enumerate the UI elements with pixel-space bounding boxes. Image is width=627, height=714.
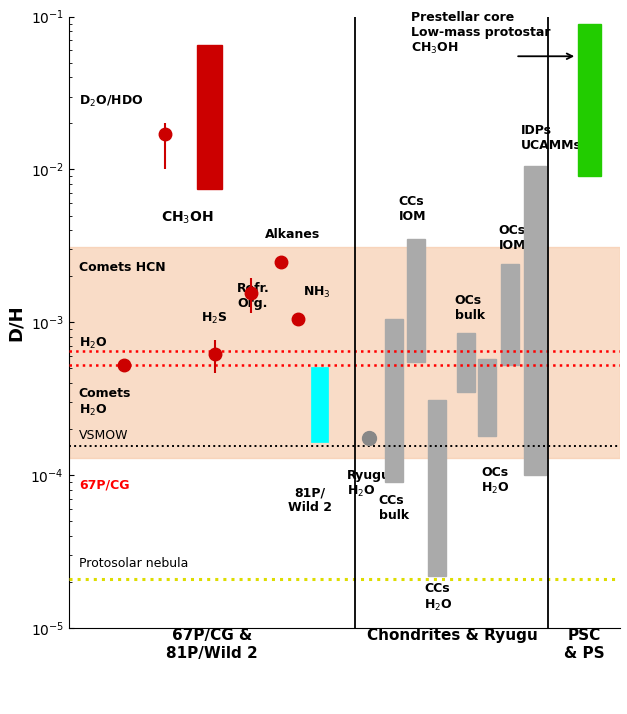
- Text: Alkanes: Alkanes: [265, 228, 320, 241]
- Bar: [524, 166, 545, 476]
- Text: OCs
bulk: OCs bulk: [455, 294, 485, 323]
- Bar: [407, 239, 425, 362]
- Text: CH$_3$OH: CH$_3$OH: [161, 209, 214, 226]
- Text: CCs
IOM: CCs IOM: [399, 194, 426, 223]
- Text: OCs
IOM: OCs IOM: [499, 223, 526, 252]
- Text: CCs
bulk: CCs bulk: [379, 495, 409, 523]
- Text: Comets HCN: Comets HCN: [79, 261, 166, 273]
- Bar: [456, 333, 475, 392]
- Text: IDPs
UCAMMs: IDPs UCAMMs: [521, 124, 582, 152]
- Text: H$_2$O: H$_2$O: [79, 336, 107, 351]
- Text: Ryugu
H$_2$O: Ryugu H$_2$O: [347, 469, 391, 499]
- Text: NH$_3$: NH$_3$: [303, 285, 330, 300]
- Bar: [501, 264, 519, 365]
- Text: PSC
& PS: PSC & PS: [564, 628, 604, 660]
- Text: Prestellar core
Low-mass protostar
CH$_3$OH: Prestellar core Low-mass protostar CH$_3…: [411, 11, 550, 56]
- Text: CCs
H$_2$O: CCs H$_2$O: [424, 583, 453, 613]
- Text: Refr.
Org.: Refr. Org.: [237, 282, 270, 311]
- Bar: [578, 24, 601, 176]
- Text: H$_2$S: H$_2$S: [201, 311, 228, 326]
- Text: 81P/
Wild 2: 81P/ Wild 2: [288, 486, 332, 514]
- Bar: [428, 401, 446, 576]
- Y-axis label: D/H: D/H: [7, 304, 25, 341]
- Text: D$_2$O/HDO: D$_2$O/HDO: [79, 94, 143, 109]
- Bar: [478, 358, 496, 436]
- Bar: [197, 45, 222, 188]
- Text: Comets
H$_2$O: Comets H$_2$O: [79, 387, 131, 418]
- Bar: [385, 319, 403, 483]
- Text: 67P/CG &
81P/Wild 2: 67P/CG & 81P/Wild 2: [166, 628, 258, 660]
- Text: 67P/CG: 67P/CG: [79, 479, 129, 492]
- Bar: [312, 367, 328, 442]
- Text: VSMOW: VSMOW: [79, 429, 129, 442]
- Text: Protosolar nebula: Protosolar nebula: [79, 557, 188, 570]
- Text: Chondrites & Ryugu: Chondrites & Ryugu: [367, 628, 537, 643]
- Text: OCs
H$_2$O: OCs H$_2$O: [481, 466, 510, 496]
- Bar: [69, 247, 620, 458]
